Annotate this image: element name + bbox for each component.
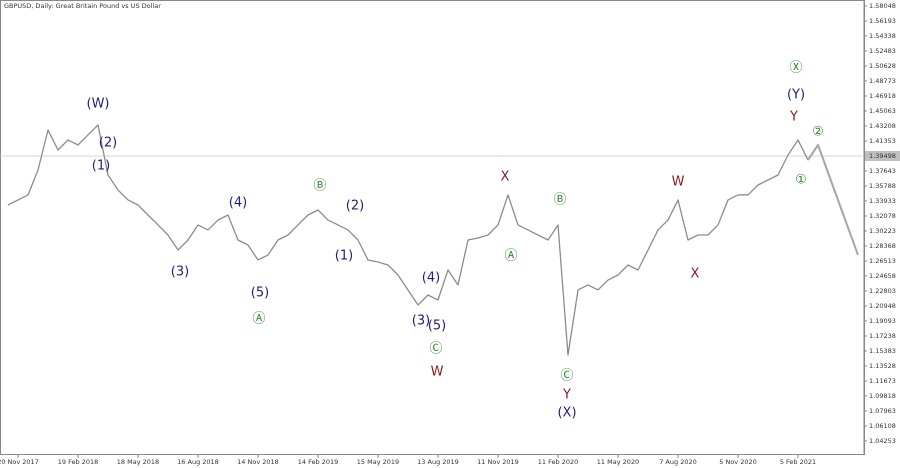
y-tick-label: 1.13528 (869, 362, 896, 370)
current-price-label: 1.39498 (869, 152, 896, 160)
x-tick-label: 20 Nov 2017 (0, 458, 39, 466)
y-tick-label: 1.11673 (869, 377, 896, 385)
wave-label: Y (789, 110, 798, 125)
wave-label: W (431, 365, 444, 380)
x-tick-label: 5 Nov 2020 (719, 458, 757, 466)
y-tick-label: 1.24658 (869, 272, 896, 280)
wave-label: (5) (428, 319, 446, 334)
y-tick-label: 1.06108 (869, 422, 896, 430)
y-tick-label: 1.35788 (869, 182, 896, 190)
y-tick-label: 1.48773 (869, 77, 896, 85)
y-tick-label: 1.22803 (869, 287, 896, 295)
y-tick-label: 1.56193 (869, 17, 896, 25)
wave-label: (2) (99, 136, 117, 151)
wave-label: Ⓒ (560, 369, 573, 384)
y-tick-label: 1.45063 (869, 107, 896, 115)
y-tick-label: 1.30223 (869, 227, 896, 235)
y-tick-label: 1.52483 (869, 47, 896, 55)
y-tick-label: 1.17238 (869, 332, 896, 340)
chart-title: GBPUSD, Daily: Great Britain Pound vs US… (4, 2, 161, 10)
x-tick-label: 5 Feb 2021 (780, 458, 816, 466)
x-tick-label: 14 Nov 2018 (237, 458, 279, 466)
y-tick-label: 1.04253 (869, 437, 896, 445)
wave-label: Y (562, 388, 571, 403)
wave-label: (4) (229, 196, 247, 211)
y-tick-label: 1.33933 (869, 197, 896, 205)
y-tick-label: 1.41353 (869, 137, 896, 145)
y-tick-label: 1.26513 (869, 257, 896, 265)
price-line (807, 143, 859, 256)
wave-label: (3) (412, 314, 430, 329)
wave-label: (X) (557, 406, 576, 421)
x-tick-label: 13 Aug 2019 (417, 458, 459, 466)
price-line (7, 124, 809, 356)
wave-label: (1) (335, 249, 353, 264)
plot-frame (0, 0, 865, 455)
x-tick-label: 19 Feb 2018 (58, 458, 98, 466)
wave-label: ② (812, 125, 824, 140)
wave-label: (3) (171, 265, 189, 280)
wave-label: Ⓧ (789, 61, 802, 76)
wave-label: X (691, 267, 700, 282)
wave-label: (Y) (787, 88, 805, 103)
wave-label: W (672, 175, 685, 190)
y-tick-label: 1.43208 (869, 122, 896, 130)
x-tick-label: 11 Feb 2020 (538, 458, 578, 466)
y-tick-label: 1.15383 (869, 347, 896, 355)
wave-label: ① (795, 173, 807, 188)
wave-label: (4) (422, 271, 440, 286)
wave-label: Ⓑ (313, 179, 326, 194)
wave-label: Ⓐ (504, 249, 517, 264)
y-tick-label: 1.54338 (869, 32, 896, 40)
x-tick-label: 7 Aug 2020 (659, 458, 697, 466)
wave-label: (1) (92, 159, 110, 174)
x-tick-label: 11 May 2020 (597, 458, 639, 466)
x-tick-label: 18 May 2018 (117, 458, 159, 466)
y-tick-label: 1.19093 (869, 317, 896, 325)
wave-label: X (501, 170, 510, 185)
x-tick-label: 16 Aug 2018 (177, 458, 219, 466)
current-price-box (865, 151, 900, 161)
y-tick-label: 1.07963 (869, 407, 896, 415)
y-tick-label: 1.32078 (869, 212, 896, 220)
y-tick-label: 1.46918 (869, 92, 896, 100)
wave-label: Ⓑ (553, 193, 566, 208)
x-tick-label: 14 Feb 2019 (298, 458, 338, 466)
y-tick-label: 1.28368 (869, 242, 896, 250)
x-tick-label: 15 May 2019 (357, 458, 399, 466)
y-tick-label: 1.09818 (869, 392, 896, 400)
y-tick-label: 1.50628 (869, 62, 896, 70)
x-tick-label: 11 Nov 2019 (477, 458, 519, 466)
wave-label: (2) (346, 199, 364, 214)
wave-label: (5) (251, 286, 269, 301)
wave-label: Ⓒ (429, 342, 442, 357)
y-tick-label: 1.20948 (869, 302, 896, 310)
wave-label: (W) (87, 97, 110, 112)
wave-label: Ⓐ (252, 312, 265, 327)
y-tick-label: 1.37643 (869, 167, 896, 175)
y-tick-label: 1.58048 (869, 2, 896, 10)
